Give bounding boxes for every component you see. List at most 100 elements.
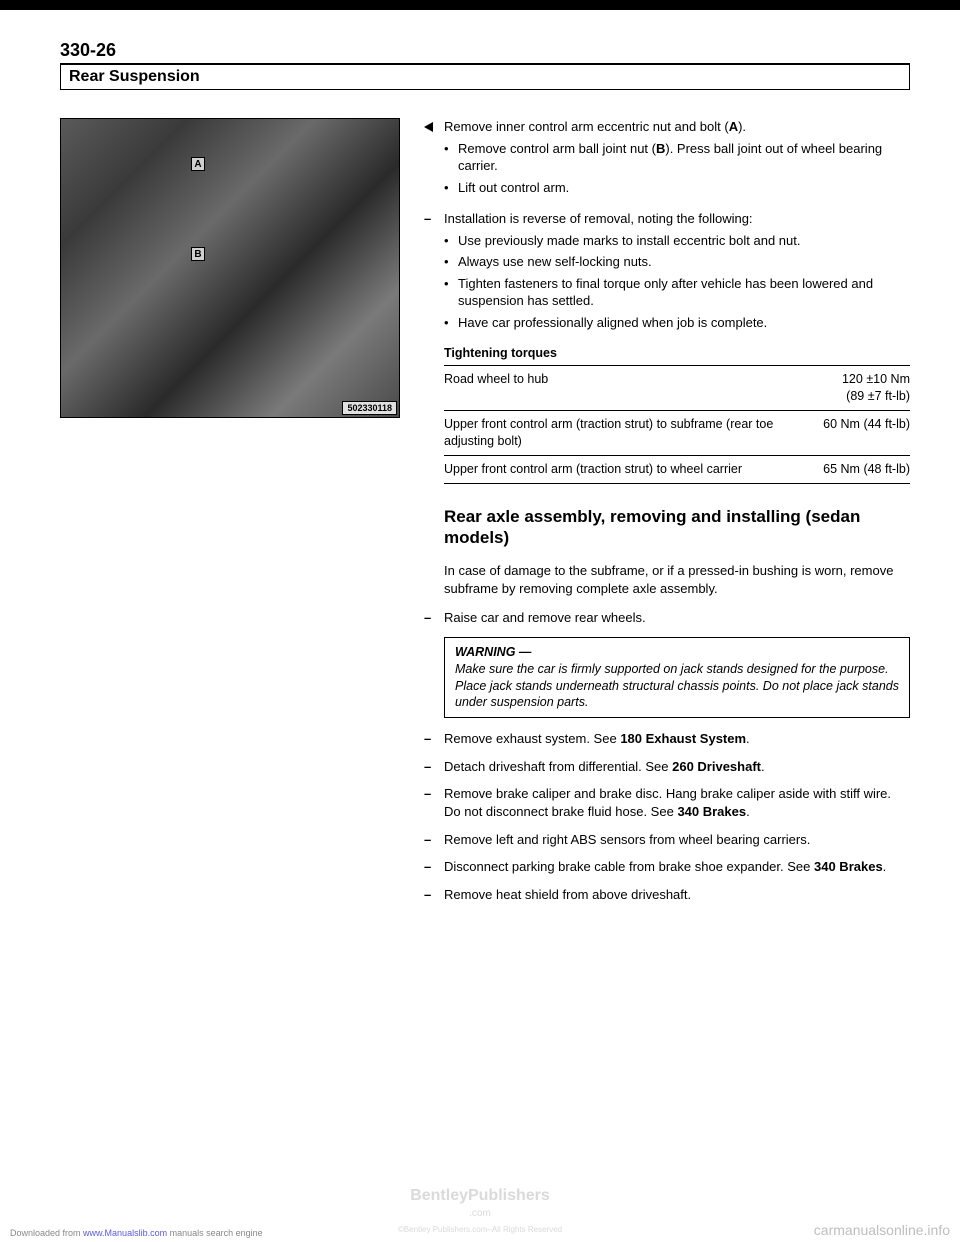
sub-item: • Lift out control arm. (444, 179, 910, 197)
step-body: Remove brake caliper and brake disc. Han… (444, 785, 910, 820)
footer-link[interactable]: www.Manualslib.com (83, 1228, 167, 1238)
content-row: A B 502330118 Remove inner control arm e… (60, 118, 910, 913)
bullet-icon: • (444, 140, 458, 175)
dash-marker: – (424, 831, 444, 849)
step-body: Raise car and remove rear wheels. (444, 609, 910, 627)
torque-desc: Road wheel to hub (444, 366, 811, 410)
bullet-icon: • (444, 314, 458, 332)
step-body: Detach driveshaft from differential. See… (444, 758, 910, 776)
sub-item: •Tighten fasteners to final torque only … (444, 275, 910, 310)
sub-item: •Use previously made marks to install ec… (444, 232, 910, 250)
photo-label-a: A (191, 157, 205, 171)
subsection-heading: Rear axle assembly, removing and install… (444, 506, 910, 549)
ref-b: B (656, 141, 665, 156)
warning-body: Make sure the car is firmly supported on… (455, 662, 899, 710)
torque-table: Road wheel to hub 120 ±10 Nm (89 ±7 ft-l… (444, 366, 910, 483)
text: . (746, 804, 750, 819)
footer-right: carmanualsonline.info (814, 1222, 950, 1238)
dash-marker: – (424, 758, 444, 776)
sub-item: •Have car professionally aligned when jo… (444, 314, 910, 332)
step-body: Remove heat shield from above driveshaft… (444, 886, 910, 904)
bullet-icon: • (444, 232, 458, 250)
dash-marker: – (424, 730, 444, 748)
watermark-sub2: ©Bentley Publishers.com–All Rights Reser… (398, 1225, 562, 1234)
step-item: –Remove brake caliper and brake disc. Ha… (424, 785, 910, 820)
text: Downloaded from (10, 1228, 83, 1238)
sub-list: •Use previously made marks to install ec… (444, 232, 910, 332)
bullet-icon: • (444, 253, 458, 271)
ref-a: A (729, 119, 738, 134)
text: Remove inner control arm eccentric nut a… (444, 119, 729, 134)
text: Installation is reverse of removal, noti… (444, 211, 753, 226)
photo-label-b: B (191, 247, 205, 261)
step-item: –Disconnect parking brake cable from bra… (424, 858, 910, 876)
dash-marker: – (424, 609, 444, 627)
footer-left: Downloaded from www.Manualslib.com manua… (10, 1228, 263, 1238)
intro-paragraph: In case of damage to the subframe, or if… (444, 562, 910, 597)
bullet-icon: • (444, 275, 458, 310)
text: Remove exhaust system. See (444, 731, 620, 746)
text: ). (738, 119, 746, 134)
photo-id-tag: 502330118 (342, 401, 397, 415)
step-body: Disconnect parking brake cable from brak… (444, 858, 910, 876)
dash-marker: – (424, 858, 444, 876)
dash-marker: – (424, 785, 444, 820)
watermark-sub1: .com (469, 1208, 491, 1219)
torque-desc: Upper front control arm (traction strut)… (444, 455, 811, 483)
step-body: Remove left and right ABS sensors from w… (444, 831, 910, 849)
reference-bold: 340 Brakes (814, 859, 883, 874)
step-item: –Remove left and right ABS sensors from … (424, 831, 910, 849)
step-body: Installation is reverse of removal, noti… (444, 210, 910, 335)
sub-text: Always use new self-locking nuts. (458, 253, 910, 271)
page-footer: Downloaded from www.Manualslib.com manua… (0, 1222, 960, 1242)
text: Remove heat shield from above driveshaft… (444, 887, 691, 902)
torque-val: 60 Nm (44 ft-lb) (811, 411, 910, 456)
step-item: –Remove exhaust system. See 180 Exhaust … (424, 730, 910, 748)
step-install: – Installation is reverse of removal, no… (424, 210, 910, 335)
text-column: Remove inner control arm eccentric nut a… (424, 118, 910, 913)
image-column: A B 502330118 (60, 118, 400, 913)
section-title: Rear Suspension (60, 65, 910, 90)
table-row: Upper front control arm (traction strut)… (444, 455, 910, 483)
text: Disconnect parking brake cable from brak… (444, 859, 814, 874)
warning-title: WARNING — (455, 645, 531, 659)
text: . (883, 859, 887, 874)
text: . (746, 731, 750, 746)
step-raise: – Raise car and remove rear wheels. (424, 609, 910, 627)
sub-text: Tighten fasteners to final torque only a… (458, 275, 910, 310)
footer-center: BentleyPublishers .com ©Bentley Publishe… (398, 1188, 562, 1236)
watermark-main: BentleyPublishers (410, 1187, 550, 1204)
sub-list: • Remove control arm ball joint nut (B).… (444, 140, 910, 197)
step-body: Remove exhaust system. See 180 Exhaust S… (444, 730, 910, 748)
text: Detach driveshaft from differential. See (444, 759, 672, 774)
step-body: Remove inner control arm eccentric nut a… (444, 118, 910, 200)
step-item: –Detach driveshaft from differential. Se… (424, 758, 910, 776)
reference-bold: 340 Brakes (677, 804, 746, 819)
torque-desc: Upper front control arm (traction strut)… (444, 411, 811, 456)
steps-after-list: –Remove exhaust system. See 180 Exhaust … (424, 730, 910, 903)
reference-bold: 180 Exhaust System (620, 731, 746, 746)
text: Remove control arm ball joint nut ( (458, 141, 656, 156)
text: Remove brake caliper and brake disc. Han… (444, 786, 891, 819)
step-remove-arm: Remove inner control arm eccentric nut a… (424, 118, 910, 200)
sub-text: Remove control arm ball joint nut (B). P… (458, 140, 910, 175)
dash-marker: – (424, 886, 444, 904)
text: . (761, 759, 765, 774)
torque-heading: Tightening torques (444, 345, 910, 366)
sub-text: Have car professionally aligned when job… (458, 314, 910, 332)
arrow-marker (424, 118, 444, 200)
sub-item: • Remove control arm ball joint nut (B).… (444, 140, 910, 175)
warning-box: WARNING — Make sure the car is firmly su… (444, 637, 910, 719)
dash-marker: – (424, 210, 444, 335)
torque-val: 65 Nm (48 ft-lb) (811, 455, 910, 483)
reference-bold: 260 Driveshaft (672, 759, 761, 774)
top-black-bar (0, 0, 960, 10)
step-item: –Remove heat shield from above driveshaf… (424, 886, 910, 904)
suspension-photo: A B 502330118 (60, 118, 400, 418)
table-row: Upper front control arm (traction strut)… (444, 411, 910, 456)
sub-text: Use previously made marks to install ecc… (458, 232, 910, 250)
page-container: 330-26 Rear Suspension A B 502330118 Rem… (0, 10, 960, 913)
page-number: 330-26 (60, 40, 910, 65)
text: Remove left and right ABS sensors from w… (444, 832, 810, 847)
bullet-icon: • (444, 179, 458, 197)
